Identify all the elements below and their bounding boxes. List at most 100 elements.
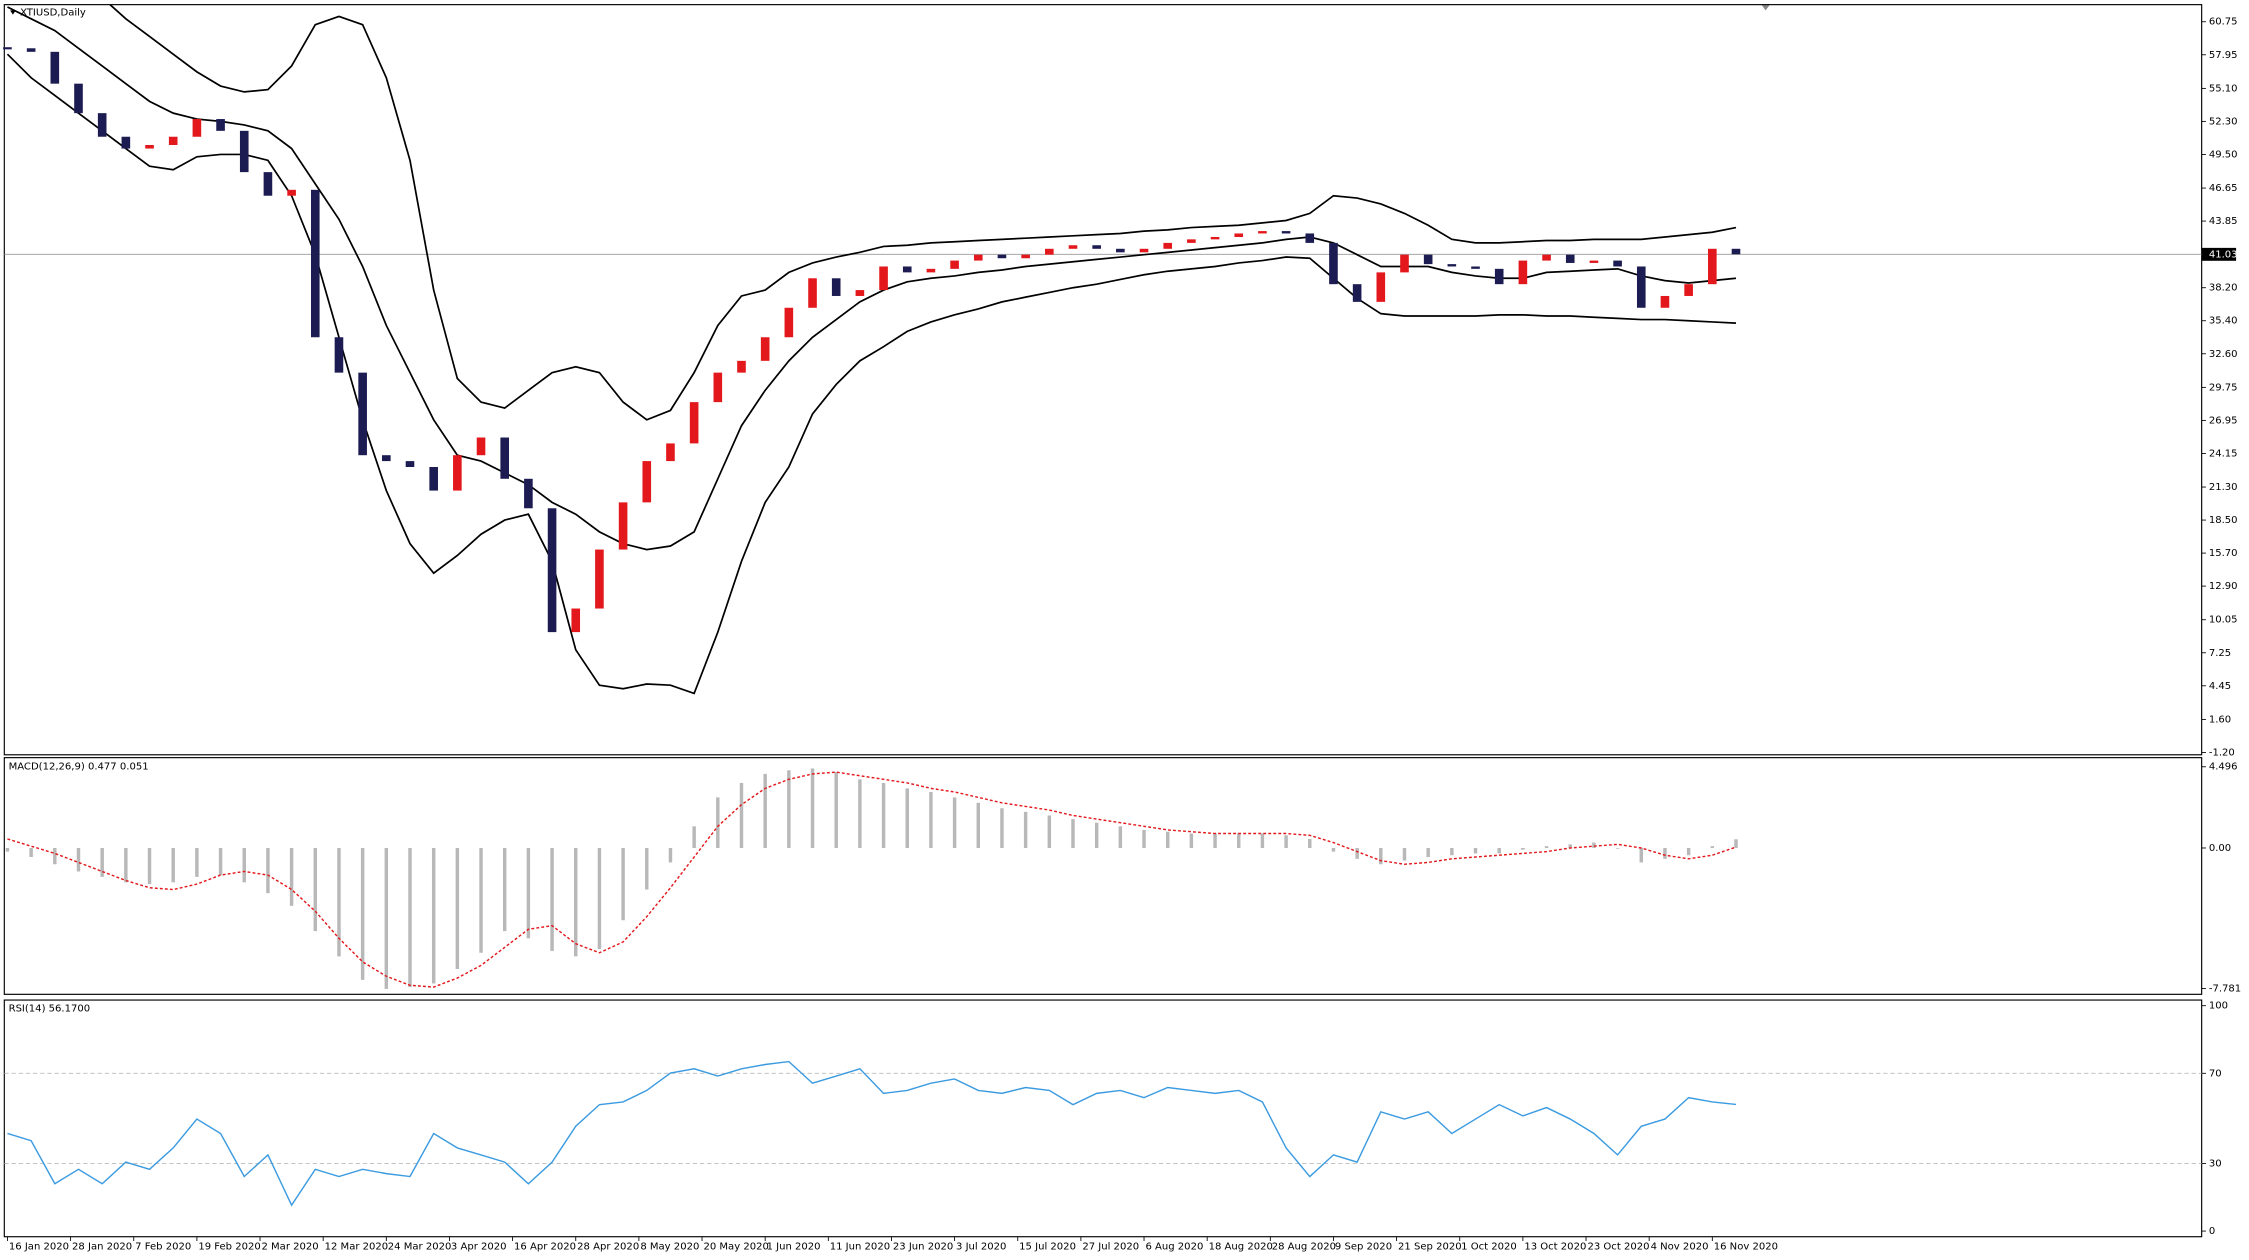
candle — [737, 360, 746, 373]
x-tick-label: 28 Jan 2020 — [72, 1242, 132, 1253]
x-tick-label: 1 Oct 2020 — [1461, 1242, 1517, 1253]
y-tick-label: 30 — [2209, 1158, 2222, 1169]
macd-bar — [976, 802, 980, 848]
y-tick-label: 60.75 — [2209, 17, 2238, 28]
candle — [192, 119, 202, 137]
x-tick-label: 12 Mar 2020 — [325, 1242, 389, 1253]
macd-bar — [952, 797, 957, 848]
macd-title: MACD(12,26,9) 0.477 0.051 — [9, 761, 149, 772]
macd-bar — [858, 779, 862, 848]
macd-bar — [1165, 831, 1170, 848]
macd-bar — [787, 770, 791, 848]
y-tick-label: 12.90 — [2209, 581, 2238, 592]
candle — [97, 113, 107, 137]
candle — [1187, 239, 1196, 243]
macd-bar — [1426, 847, 1430, 858]
y-tick-label: -1.20 — [2209, 747, 2235, 758]
candle — [382, 455, 391, 462]
candle — [287, 189, 296, 196]
macd-bar — [455, 847, 460, 970]
y-tick-label: 38.20 — [2209, 283, 2238, 294]
macd-bar — [289, 847, 294, 906]
macd-bar — [171, 847, 175, 883]
macd-bar — [1734, 839, 1738, 848]
candle — [1139, 248, 1149, 253]
macd-bar — [834, 772, 838, 848]
y-tick-label: 55.10 — [2209, 83, 2238, 94]
macd-bar — [1686, 847, 1691, 856]
x-tick-label: 3 Jul 2020 — [956, 1242, 1006, 1253]
macd-bar — [29, 847, 33, 858]
macd-bar — [431, 847, 436, 984]
macd-bar — [1189, 833, 1194, 848]
candle — [1589, 260, 1599, 263]
macd-bar — [1237, 833, 1241, 848]
macd-bar — [5, 847, 10, 852]
x-tick-label: 24 Mar 2020 — [388, 1242, 452, 1253]
y-tick-label: 52.30 — [2209, 116, 2238, 127]
y-tick-label: 21.30 — [2209, 482, 2238, 493]
candle — [1471, 266, 1480, 269]
candle — [595, 549, 604, 609]
candle — [74, 83, 83, 114]
macd-bar — [739, 782, 744, 848]
x-tick-label: 15 Jul 2020 — [1019, 1242, 1076, 1253]
macd-signal — [7, 771, 1737, 988]
y-tick-label: 29.75 — [2209, 382, 2238, 393]
candle — [1447, 264, 1457, 267]
macd-bar — [1023, 811, 1028, 848]
y-tick-label: 57.95 — [2209, 50, 2238, 61]
macd-bar — [218, 847, 223, 876]
y-tick-label: 1.60 — [2209, 714, 2231, 725]
macd-bar — [574, 847, 578, 957]
x-tick-label: 27 Jul 2020 — [1082, 1242, 1139, 1253]
macd-bar — [1142, 829, 1146, 848]
menu-arrow[interactable] — [10, 10, 16, 15]
y-tick-label: 24.15 — [2209, 448, 2238, 459]
macd-bar — [621, 847, 625, 921]
y-tick-label: 35.40 — [2209, 316, 2238, 327]
candle — [1329, 242, 1338, 285]
pane-frame — [3, 757, 2203, 995]
x-tick-label: 19 Feb 2020 — [198, 1242, 260, 1253]
macd-bar — [645, 847, 649, 890]
macd-bar — [550, 847, 554, 951]
x-tick-label: 2 Mar 2020 — [261, 1242, 318, 1253]
pane-frame — [3, 999, 2203, 1238]
x-tick-label: 18 Aug 2020 — [1209, 1242, 1273, 1253]
macd-bar — [1094, 822, 1099, 848]
macd-bar — [763, 773, 767, 848]
macd-bar — [384, 847, 389, 989]
y-tick-label: 18.50 — [2209, 515, 2238, 526]
candle — [26, 48, 36, 52]
macd-bar — [1000, 808, 1004, 848]
candle — [855, 290, 865, 296]
macd-bar — [1213, 833, 1217, 848]
y-tick-label: -7.781 — [2209, 984, 2241, 995]
candle — [1660, 295, 1670, 308]
candle — [1352, 284, 1362, 302]
candle — [618, 502, 628, 550]
y-tick-label: 100 — [2209, 1001, 2228, 1012]
candle — [1423, 254, 1433, 265]
candle — [571, 608, 581, 633]
macd-bar — [76, 847, 81, 872]
macd-bar — [929, 791, 933, 848]
current-price-box — [2201, 247, 2237, 261]
candle — [926, 268, 936, 273]
candle — [263, 172, 273, 196]
candle — [1636, 266, 1646, 308]
candle — [666, 443, 675, 462]
y-tick-label: 7.25 — [2209, 648, 2231, 659]
candle — [973, 254, 983, 261]
rsi-title: RSI(14) 56.1700 — [9, 1004, 91, 1015]
current-price-label: 41.03 — [2209, 249, 2238, 260]
candle — [1613, 260, 1622, 267]
candle — [310, 189, 320, 338]
candle — [121, 136, 131, 149]
x-tick-label: 7 Feb 2020 — [135, 1242, 191, 1253]
candle — [1021, 254, 1030, 259]
macd-bar — [1710, 846, 1715, 848]
candle — [1092, 245, 1101, 249]
